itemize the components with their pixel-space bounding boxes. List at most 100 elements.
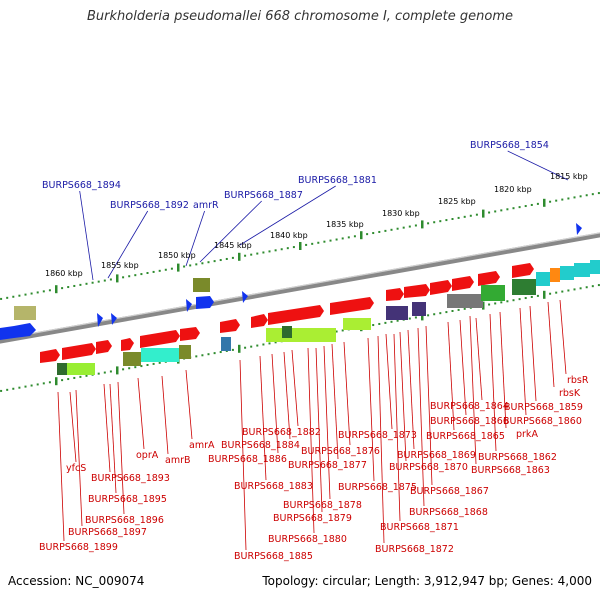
gene-red-k[interactable] <box>140 330 180 348</box>
gene-olive-c[interactable] <box>179 345 191 359</box>
marker-blue-1[interactable] <box>97 313 103 327</box>
minor-tick <box>457 308 460 311</box>
marker-blue-3[interactable] <box>242 291 248 303</box>
gene-label-red[interactable]: BURPS668_1893 <box>91 473 170 484</box>
minor-tick <box>378 322 381 325</box>
gene-label-red[interactable]: prkA <box>516 429 538 440</box>
leader-line-red <box>447 321 455 431</box>
gene-red-o[interactable] <box>268 305 324 325</box>
gene-label-red[interactable]: BURPS668_1886 <box>208 454 287 465</box>
gene-darkgreen-a[interactable] <box>57 363 67 375</box>
gene-blue-left[interactable] <box>0 326 18 340</box>
gene-red-m[interactable] <box>220 319 240 333</box>
gene-label-red[interactable]: BURPS668_1876 <box>301 446 380 457</box>
gene-label-red[interactable]: BURPS668_1866 <box>430 416 509 427</box>
gene-steel-a[interactable] <box>221 337 231 351</box>
marker-blue-2[interactable] <box>111 313 117 325</box>
gene-label-red[interactable]: oprA <box>136 450 159 461</box>
gene-red-f[interactable] <box>512 263 534 278</box>
gene-label-red[interactable]: amrB <box>165 455 191 466</box>
minor-tick <box>183 265 186 268</box>
gene-label-red[interactable]: amrA <box>189 440 215 451</box>
minor-tick <box>567 289 570 292</box>
gene-label-red[interactable]: BURPS668_1882 <box>242 427 321 438</box>
gene-label-blue[interactable]: amrR <box>193 200 219 211</box>
gene-label-blue[interactable]: BURPS668_1892 <box>110 200 189 211</box>
gene-label-blue[interactable]: BURPS668_1881 <box>298 175 377 186</box>
gene-label-red[interactable]: BURPS668_1884 <box>221 440 300 451</box>
gene-label-red[interactable]: rbsK <box>559 388 581 399</box>
gene-red-g[interactable] <box>40 349 60 363</box>
gene-blue-left-2[interactable] <box>14 323 36 338</box>
gene-aqua-a[interactable] <box>141 348 179 362</box>
gene-label-red[interactable]: BURPS668_1869 <box>397 450 476 461</box>
minor-tick <box>85 374 88 377</box>
gene-cyan-b[interactable] <box>560 266 574 280</box>
gene-red-h[interactable] <box>62 343 96 360</box>
minor-tick <box>195 355 198 358</box>
gene-red-a[interactable] <box>386 288 404 301</box>
gene-cyan-d[interactable] <box>590 260 600 274</box>
gene-label-red[interactable]: BURPS668_1899 <box>39 542 118 553</box>
gene-label-red[interactable]: BURPS668_1868 <box>409 507 488 518</box>
marker-blue-4[interactable] <box>576 223 582 235</box>
gene-green-a[interactable] <box>481 285 505 301</box>
gene-label-red[interactable]: yfcS <box>66 463 86 474</box>
gene-red-j[interactable] <box>121 338 134 351</box>
gene-lime-b[interactable] <box>266 328 336 342</box>
gene-label-red[interactable]: BURPS668_1877 <box>288 460 367 471</box>
gene-blue-mid[interactable] <box>186 299 192 312</box>
scale-label: 1850 kbp <box>158 251 196 260</box>
gene-darkgreen-b[interactable] <box>282 326 292 338</box>
gene-label-red[interactable]: BURPS668_1895 <box>88 494 167 505</box>
gene-olive-b[interactable] <box>123 352 141 366</box>
minor-tick <box>451 310 454 312</box>
gene-green-b[interactable] <box>512 279 536 295</box>
leader-line-red <box>323 345 331 500</box>
gene-label-blue[interactable]: BURPS668_1854 <box>470 140 549 151</box>
gene-lime-c[interactable] <box>343 318 371 330</box>
gene-label-red[interactable]: BURPS668_1863 <box>471 465 550 476</box>
gene-grey-a[interactable] <box>447 294 483 308</box>
gene-red-n[interactable] <box>251 314 268 328</box>
gene-red-d[interactable] <box>452 276 474 291</box>
gene-red-i[interactable] <box>96 340 112 354</box>
gene-label-red[interactable]: BURPS668_1870 <box>389 462 468 473</box>
minor-tick <box>225 257 228 260</box>
gene-red-c[interactable] <box>430 280 452 295</box>
gene-label-red[interactable]: BURPS668_1875 <box>338 482 417 493</box>
gene-label-red[interactable]: BURPS668_1879 <box>273 513 352 524</box>
gene-label-red[interactable]: BURPS668_1885 <box>234 551 313 562</box>
gene-label-red[interactable]: BURPS668_1896 <box>85 515 164 526</box>
gene-label-red[interactable]: BURPS668_1897 <box>68 527 147 538</box>
major-tick <box>299 242 302 250</box>
gene-red-b[interactable] <box>404 284 430 298</box>
gene-label-red[interactable]: BURPS668_1883 <box>234 481 313 492</box>
gene-red-l[interactable] <box>180 327 200 341</box>
gene-blue-mid-2[interactable] <box>196 296 214 309</box>
gene-olive-left[interactable] <box>14 306 36 320</box>
gene-cyan-c[interactable] <box>574 263 590 277</box>
gene-label-red[interactable]: BURPS668_1878 <box>283 500 362 511</box>
leader-line-blue <box>199 200 262 263</box>
gene-olive-mid[interactable] <box>193 278 210 292</box>
gene-label-red[interactable]: BURPS668_1862 <box>478 452 557 463</box>
gene-label-red[interactable]: BURPS668_1880 <box>268 534 347 545</box>
gene-label-red[interactable]: BURPS668_1873 <box>338 430 417 441</box>
gene-label-red[interactable]: BURPS668_1864 <box>430 401 509 412</box>
gene-label-red[interactable]: BURPS668_1865 <box>426 431 505 442</box>
gene-purple-a[interactable] <box>386 306 408 320</box>
gene-red-e[interactable] <box>478 271 500 286</box>
gene-purple-b[interactable] <box>412 302 426 316</box>
gene-label-blue[interactable]: BURPS668_1894 <box>42 180 121 191</box>
gene-label-red[interactable]: BURPS668_1860 <box>503 416 582 427</box>
gene-label-red[interactable]: BURPS668_1859 <box>504 402 583 413</box>
gene-label-red[interactable]: BURPS668_1871 <box>380 522 459 533</box>
gene-label-blue[interactable]: BURPS668_1887 <box>224 190 303 201</box>
gene-label-red[interactable]: BURPS668_1867 <box>410 486 489 497</box>
gene-label-red[interactable]: rbsR <box>567 375 589 386</box>
gene-cyan-a[interactable] <box>536 272 550 286</box>
gene-label-red[interactable]: BURPS668_1872 <box>375 544 454 555</box>
gene-orange[interactable] <box>550 268 560 282</box>
gene-red-p[interactable] <box>330 297 374 315</box>
